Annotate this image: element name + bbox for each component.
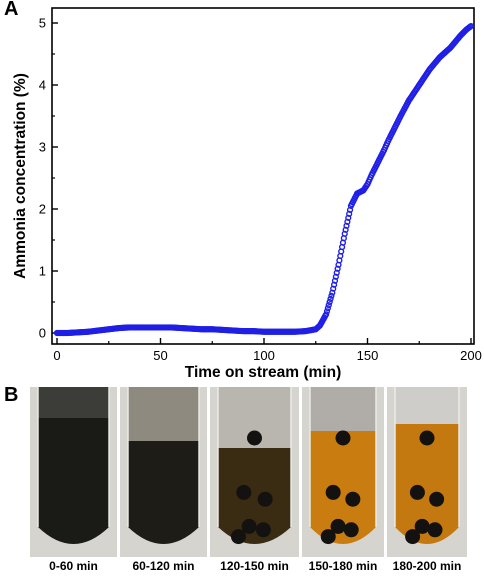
tube-drawing [210,387,299,557]
tube-drawing [120,387,207,557]
catalyst-pellet [236,484,252,500]
x-tick-label: 0 [53,348,60,363]
data-point [467,23,475,30]
y-tick-label: 4 [39,78,46,93]
catalyst-pellet [429,491,445,507]
tube-photo [120,387,207,557]
data-point [323,311,330,318]
tube-caption: 60-120 min [132,559,195,573]
tube-photo [210,387,299,557]
data-point [328,292,335,299]
x-tick-label: 50 [153,348,167,363]
catalyst-pellet [325,484,341,500]
tube-liquid [218,448,291,544]
catalyst-pellet [247,430,262,446]
tube-drawing [30,387,117,557]
panel-label-b: B [4,384,19,406]
catalyst-pellet [230,529,246,545]
plot-frame [51,7,475,345]
catalyst-pellet [414,518,430,534]
tube-photo [30,387,117,557]
x-axis-title: Time on stream (min) [185,364,341,381]
y-tick-label: 0 [39,326,46,341]
catalyst-pellet [255,522,271,538]
catalyst-pellet [330,518,346,534]
tube-liquid [128,441,199,544]
chart-axes [51,7,475,345]
tube-drawing [302,387,384,557]
tube-headspace [38,387,109,422]
tube-photo [387,387,467,557]
tube-drawing [387,387,467,557]
catalyst-pellet [427,522,443,538]
data-point [326,298,333,306]
tube-headspace [395,387,459,428]
tube-liquid [38,418,109,544]
catalyst-pellet [343,522,359,538]
catalyst-pellet [345,491,361,507]
catalyst-pellet [405,529,421,545]
catalyst-pellet [419,430,435,446]
data-point [325,302,332,309]
catalyst-pellet [241,518,257,534]
tube-caption: 0-60 min [49,559,98,573]
catalyst-pellet [320,529,336,545]
tube-headspace [128,387,199,445]
tube-liquid [395,424,459,544]
y-tick-label: 3 [39,140,46,155]
tube-liquid [310,431,376,544]
y-tick-label: 1 [39,264,46,279]
tube-caption: 180-200 min [392,559,462,573]
panel-label-a: A [4,0,19,20]
y-axis-title: Ammonia concentration (%) [12,73,29,279]
chart-ticks: 0 50 100 150 200 0 1 2 3 4 5 [39,16,482,364]
y-tick-label: 2 [39,202,46,217]
x-tick-label: 200 [460,348,482,363]
test-tube-photo-strip [30,387,480,557]
data-point [327,295,334,303]
catalyst-pellet [409,484,425,500]
data-point [324,305,331,312]
chart-series [53,23,475,337]
tube-caption: 150-180 min [308,559,378,573]
tube-photo [302,387,384,557]
x-tick-label: 150 [357,348,379,363]
tube-headspace [310,387,376,435]
tube-caption: 120-150 min [220,559,289,573]
y-tick-label: 5 [39,16,46,31]
data-point [323,308,331,315]
x-tick-label: 100 [253,348,275,363]
catalyst-pellet [335,430,351,446]
catalyst-pellet [257,491,273,507]
